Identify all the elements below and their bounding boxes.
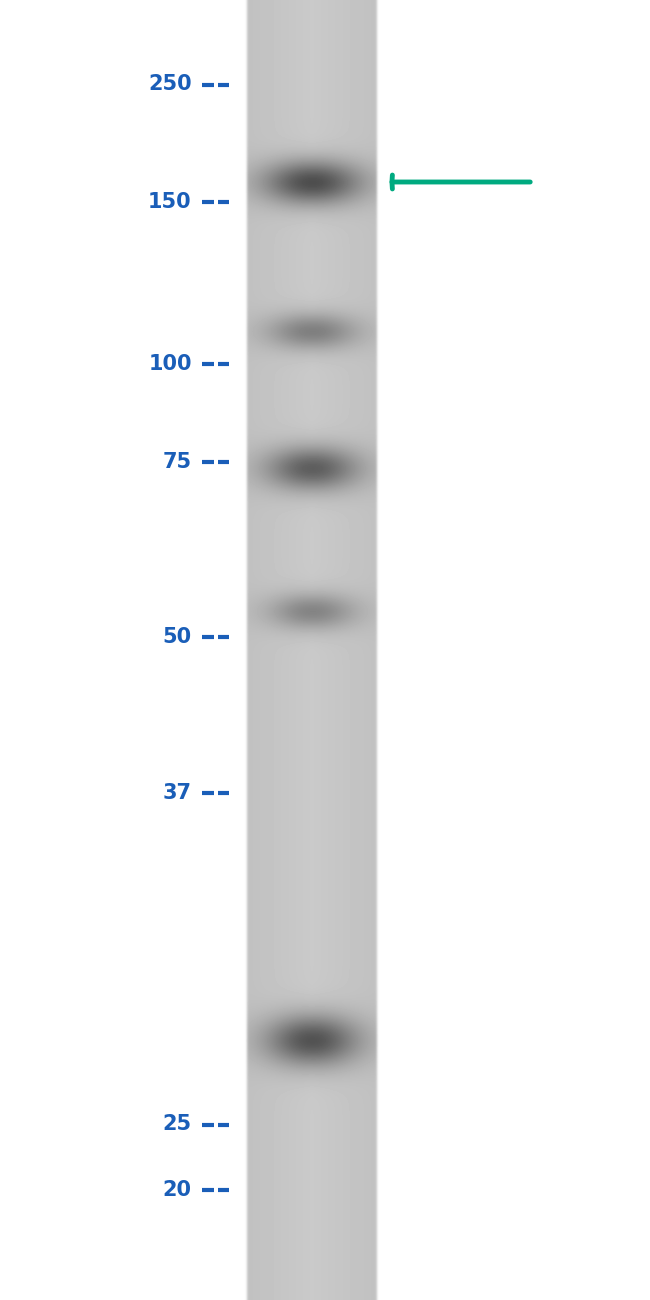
Text: 50: 50 — [162, 627, 192, 647]
Text: 250: 250 — [148, 74, 192, 95]
Text: 20: 20 — [162, 1179, 192, 1200]
Text: 25: 25 — [162, 1114, 192, 1135]
Text: 150: 150 — [148, 191, 192, 212]
Text: 100: 100 — [148, 354, 192, 374]
Text: 37: 37 — [162, 783, 192, 803]
Text: 75: 75 — [162, 451, 192, 472]
